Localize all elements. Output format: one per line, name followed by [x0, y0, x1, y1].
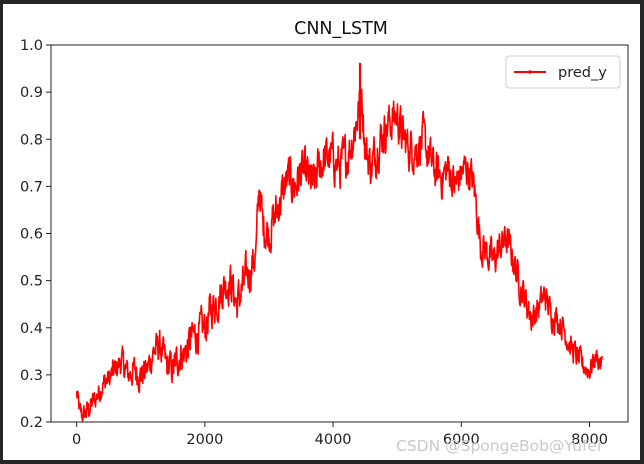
- x-tick-label: 6000: [443, 432, 480, 448]
- x-tick-label: 0: [72, 432, 81, 448]
- x-axis: 0 2000 4000 6000 8000: [72, 422, 608, 448]
- legend-box: [505, 55, 621, 89]
- legend-label: pred_y: [558, 65, 607, 81]
- y-axis: 0.2 0.3 0.4 0.5 0.6 0.7 0.8 0.9 1.0: [20, 38, 51, 431]
- y-tick-label: 0.5: [20, 274, 43, 290]
- legend-marker-swatch: [528, 70, 532, 74]
- plot-area: [50, 44, 629, 423]
- line-chart: CNN_LSTM 0.2 0.3 0.4 0.5 0.6 0.7 0.8 0.9 1.0 0 20…: [20, 19, 629, 455]
- x-tick-label: 4000: [315, 432, 352, 448]
- y-tick-label: 0.9: [20, 85, 43, 101]
- y-tick-label: 0.4: [20, 321, 43, 337]
- chart-title: CNN_LSTM: [294, 19, 388, 39]
- y-tick-label: 0.2: [20, 415, 43, 431]
- y-tick-label: 0.7: [20, 179, 43, 195]
- series-layer: [75, 62, 603, 422]
- watermark-text: CSDN @SpongeBob@Yufei: [396, 437, 601, 455]
- x-tick-label: 8000: [571, 432, 608, 448]
- y-tick-label: 0.6: [20, 227, 43, 243]
- y-tick-label: 1.0: [20, 38, 43, 54]
- x-tick-label: 2000: [186, 432, 223, 448]
- y-tick-label: 0.8: [20, 132, 43, 148]
- series-line-pred-y: [75, 88, 603, 422]
- legend: pred_y: [505, 55, 621, 89]
- chart-canvas: CNN_LSTM 0.2 0.3 0.4 0.5 0.6 0.7 0.8 0.9 1.0 0 20…: [3, 4, 640, 460]
- y-tick-label: 0.3: [20, 368, 43, 384]
